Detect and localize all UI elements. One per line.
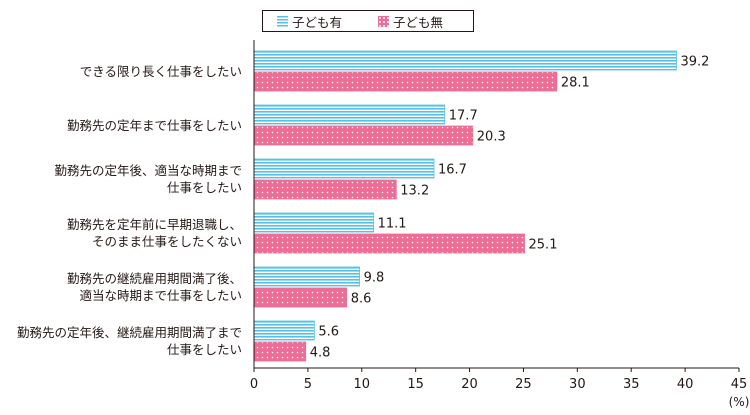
data-label: 17.7 [449, 109, 478, 124]
bar-without-children [253, 179, 397, 200]
x-tick-label: 45 [731, 377, 748, 392]
x-tick-label: 10 [354, 377, 371, 392]
data-label: 5.6 [318, 325, 339, 340]
bar-with-children [253, 50, 677, 71]
category-label: 勤務先の継続雇用期間満了後、 適当な時期まで仕事をしたい [66, 271, 242, 303]
data-label: 8.6 [351, 292, 372, 307]
bar-with-children [253, 158, 435, 179]
data-label: 28.1 [561, 76, 590, 91]
x-tick-label: 5 [304, 377, 312, 392]
legend-label-with-children: 子ども有 [292, 14, 343, 30]
data-label: 16.7 [438, 163, 467, 178]
category-label: 勤務先の定年まで仕事をしたい [66, 117, 242, 133]
bar-without-children [253, 125, 474, 146]
data-label: 39.2 [680, 55, 709, 70]
category-label: 勤務先の定年後、適当な時期まで 仕事をしたい [54, 163, 242, 195]
data-label: 13.2 [400, 184, 429, 199]
legend-swatch-with-children [277, 15, 288, 27]
x-tick-label: 30 [569, 377, 586, 392]
bar-without-children [253, 341, 307, 362]
category-label: 勤務先の定年後、継続雇用期間満了まで 仕事をしたい [16, 325, 242, 357]
legend-item-without-children: 子ども無 [378, 12, 443, 31]
data-label: 11.1 [378, 217, 407, 232]
legend-label-without-children: 子ども無 [393, 14, 444, 30]
category-label: 勤務先を定年前に早期退職し、 そのまま仕事をしたくない [66, 217, 242, 249]
bar-with-children [253, 104, 446, 125]
x-tick-label: 0 [250, 377, 258, 392]
bar-without-children [253, 71, 558, 92]
x-tick-label: 40 [677, 377, 694, 392]
data-label: 4.8 [310, 346, 331, 361]
bar-with-children [253, 266, 361, 287]
legend-swatch-without-children [378, 15, 390, 27]
bar-with-children [253, 320, 315, 341]
data-label: 9.8 [364, 271, 385, 286]
x-tick-label: 20 [461, 377, 478, 392]
bar-without-children [253, 233, 525, 254]
bar-without-children [253, 287, 348, 308]
x-unit-label: (%) [729, 395, 750, 409]
data-label: 20.3 [477, 130, 506, 145]
x-tick-label: 35 [623, 377, 640, 392]
legend-item-with-children: 子ども有 [277, 12, 342, 31]
data-label: 25.1 [529, 238, 558, 253]
legend: 子ども有 子ども無 [262, 10, 474, 32]
x-tick-label: 25 [515, 377, 532, 392]
category-label: できる限り長く仕事をしたい [79, 63, 242, 79]
x-tick-label: 15 [407, 377, 424, 392]
bar-with-children [253, 212, 375, 233]
